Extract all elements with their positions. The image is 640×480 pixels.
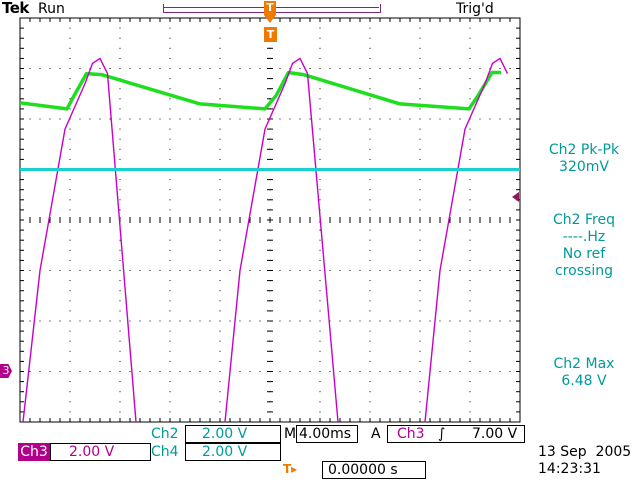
ch3-scale: 2.00 V <box>69 444 115 460</box>
ch2-label: Ch2 <box>151 426 179 442</box>
time-readout: 14:23:31 <box>538 461 601 477</box>
waveform-traces <box>19 57 520 423</box>
trigger-position-readout-icon: T▸ <box>283 462 298 476</box>
channel3-ground-marker[interactable]: 3 <box>0 364 12 378</box>
trigger-readout-box[interactable]: Ch3 ∫ 7.00 V <box>387 425 525 443</box>
ch2-max-label: Ch2 Max <box>553 356 615 372</box>
ch2-scale-box[interactable]: 2.00 V <box>185 425 281 443</box>
timebase-label: M <box>284 426 297 442</box>
trigger-state: Trig'd <box>456 1 494 17</box>
trigger-level: 7.00 V <box>472 426 518 442</box>
trigger-position-box[interactable]: 0.00000 s <box>322 461 426 479</box>
ch2-pkpk-label: Ch2 Pk-Pk <box>548 142 620 158</box>
ch2-freq-label: Ch2 Freq <box>553 212 615 228</box>
ch2-max-value: 6.48 V <box>561 373 607 389</box>
ch3-label: Ch3 <box>18 443 50 461</box>
status-bar: Tek Run Trig'd <box>0 0 640 18</box>
trigger-position-icon[interactable]: T <box>264 1 276 15</box>
trace-ch3 <box>22 57 509 423</box>
trigger-position-arrow <box>264 15 276 23</box>
acquisition-mode: A <box>371 426 381 442</box>
ch2-pkpk-value: 320mV <box>559 159 609 175</box>
ch2-scale: 2.00 V <box>202 426 248 442</box>
ch4-scale-box[interactable]: 2.00 V <box>185 443 281 461</box>
trigger-source: Ch3 <box>397 426 425 442</box>
trigger-level-arrow-icon <box>512 192 519 202</box>
ch3-scale-box[interactable]: 2.00 V <box>50 443 151 461</box>
date-readout: 13 Sep 2005 <box>538 444 632 460</box>
trigger-marker-icon[interactable]: T <box>264 27 277 42</box>
ch2-freq-note-1: No ref <box>562 246 606 262</box>
graticule <box>19 17 521 423</box>
ch4-label: Ch4 <box>151 444 179 460</box>
brand-logo: Tek <box>2 0 29 17</box>
timebase-box[interactable]: 4.00ms <box>296 425 358 443</box>
ch4-scale: 2.00 V <box>202 444 248 460</box>
timebase-value: 4.00ms <box>299 426 352 442</box>
trace-ch2 <box>19 70 501 111</box>
ch2-freq-value: ----.Hz <box>562 229 606 245</box>
trigger-position-value: 0.00000 s <box>328 462 398 478</box>
ch2-freq-note-2: crossing <box>555 263 613 279</box>
run-state: Run <box>38 1 65 17</box>
trigger-slope-icon: ∫ <box>438 426 446 442</box>
